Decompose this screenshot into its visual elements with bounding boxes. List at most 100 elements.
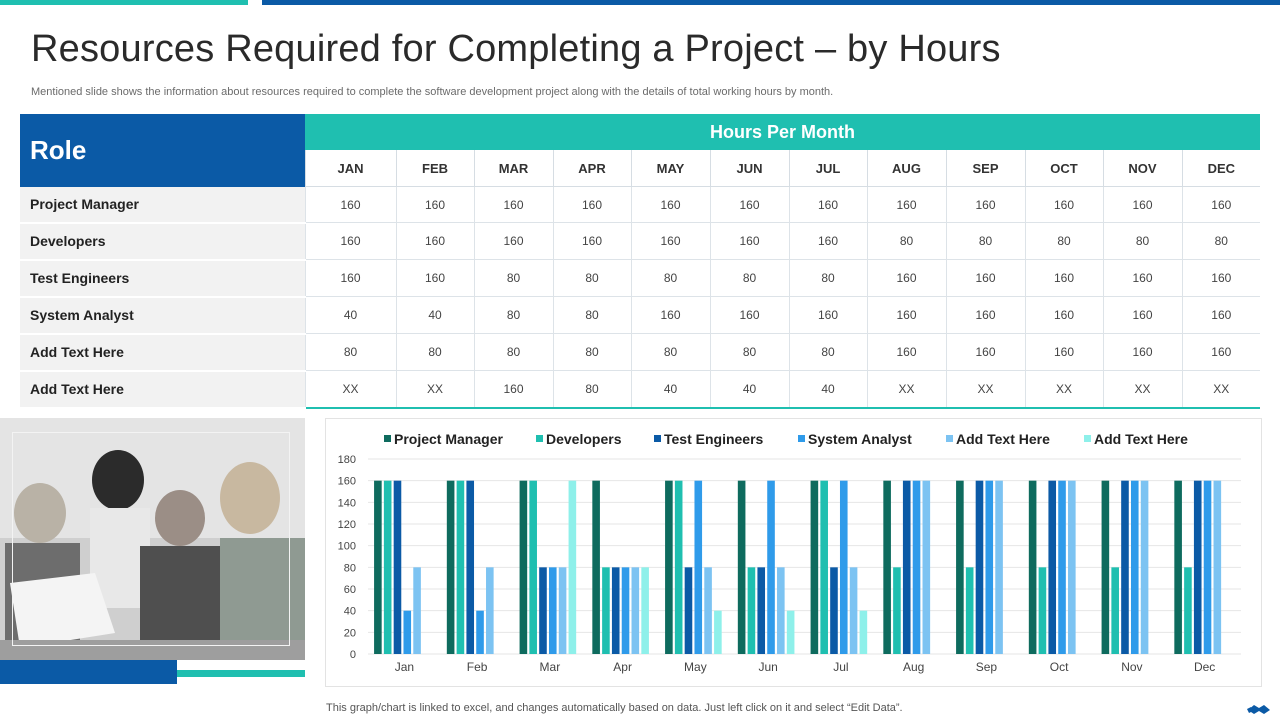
hours-cell: 80 (552, 296, 631, 334)
hours-cell: 40 (630, 370, 710, 409)
table-row: System Analyst 40 40 80 80 160 160 160 160 160 160… (20, 296, 1261, 335)
hours-cell: XX (1102, 370, 1182, 409)
month-header-sep: SEP (945, 150, 1025, 187)
legend-swatch (536, 435, 543, 442)
bottom-accent-teal (177, 670, 305, 677)
bar-mar-2 (539, 567, 547, 654)
hours-cell: 160 (395, 222, 474, 260)
hours-cell: XX (1181, 370, 1261, 409)
bottom-accent-blue (0, 660, 177, 684)
hours-cell: 160 (866, 186, 946, 223)
hours-cell: 160 (1102, 296, 1182, 334)
hours-cell: 160 (552, 186, 631, 223)
hours-cell: 160 (1102, 186, 1182, 223)
hours-cell: 80 (788, 333, 867, 371)
y-tick-label: 180 (338, 454, 356, 466)
bar-aug-2 (902, 480, 911, 654)
month-header-dec: DEC (1181, 150, 1261, 187)
month-header-oct: OCT (1024, 150, 1103, 187)
bar-jul-0 (810, 480, 819, 654)
hours-cell: 80 (552, 370, 631, 409)
hours-cell: 160 (1024, 296, 1103, 334)
hours-cell: 80 (709, 333, 789, 371)
hours-cell: XX (304, 370, 396, 409)
bar-jun-0 (737, 480, 746, 654)
team-photo (0, 418, 305, 660)
x-tick-label: May (684, 660, 707, 674)
hours-cell: 160 (552, 222, 631, 260)
bar-jul-4 (849, 567, 858, 654)
legend-label: Add Text Here (1094, 431, 1188, 447)
bar-feb-1 (456, 480, 465, 654)
hours-cell: 160 (1024, 333, 1103, 371)
legend-swatch (384, 435, 391, 442)
x-tick-label: Nov (1121, 660, 1142, 674)
top-accent-blue (262, 0, 1280, 5)
hours-cell: 160 (788, 186, 867, 223)
bar-oct-1 (1038, 567, 1047, 654)
legend-label: Project Manager (394, 431, 503, 447)
hours-cell: XX (1024, 370, 1103, 409)
month-header-apr: APR (552, 150, 631, 187)
month-header-mar: MAR (473, 150, 553, 187)
page-subtitle: Mentioned slide shows the information ab… (31, 86, 834, 98)
bar-mar-0 (519, 480, 528, 654)
hours-cell: 40 (709, 370, 789, 409)
hours-cell: 160 (1181, 186, 1261, 223)
bar-may-5 (714, 610, 722, 654)
bar-jun-4 (777, 567, 785, 654)
bar-may-0 (665, 480, 673, 654)
bar-dec-2 (1193, 480, 1202, 654)
hours-cell: 80 (866, 222, 946, 260)
hours-cell: 80 (945, 222, 1025, 260)
y-tick-label: 60 (344, 584, 356, 596)
role-cell: Developers (20, 222, 305, 261)
hours-cell: 160 (866, 259, 946, 297)
bar-mar-4 (558, 567, 567, 654)
bar-nov-1 (1111, 567, 1119, 654)
hours-cell: 160 (788, 296, 867, 334)
page-title: Resources Required for Completing a Proj… (31, 28, 1001, 70)
bar-jan-2 (393, 480, 402, 654)
x-tick-label: Oct (1050, 660, 1069, 674)
legend-swatch (798, 435, 805, 442)
bar-dec-0 (1174, 480, 1182, 654)
bar-apr-4 (631, 567, 640, 654)
chart-container[interactable]: 0 20 40 60 80 100 120 140 160 180 Jan Feb Mar Apr May J… (325, 418, 1262, 687)
bar-feb-2 (466, 480, 475, 654)
hours-cell: 160 (473, 222, 553, 260)
hours-cell: 160 (630, 222, 710, 260)
hours-cell: 160 (1102, 333, 1182, 371)
x-tick-label: Sep (976, 660, 998, 674)
hours-cell: 160 (304, 186, 396, 223)
bar-aug-4 (922, 480, 931, 654)
hours-cell: 80 (395, 333, 474, 371)
hours-cell: 160 (395, 186, 474, 223)
hours-cell: 40 (788, 370, 867, 409)
month-header-feb: FEB (395, 150, 474, 187)
team-photo-icon (0, 418, 305, 660)
hours-cell: 160 (1024, 186, 1103, 223)
bar-chart[interactable]: 0 20 40 60 80 100 120 140 160 180 Jan Feb Mar Apr May J… (326, 419, 1261, 686)
hours-cell: 160 (473, 186, 553, 223)
hours-per-month-header: Hours Per Month (305, 114, 1261, 150)
table-row: Developers 160 160 160 160 160 160 160 80 80 80 80 8… (20, 222, 1261, 261)
role-cell: Add Text Here (20, 370, 305, 409)
chart-footnote: This graph/chart is linked to excel, and… (326, 702, 903, 714)
hours-cell: 160 (945, 333, 1025, 371)
role-cell: Test Engineers (20, 259, 305, 298)
hours-cell: 40 (395, 296, 474, 334)
bar-mar-3 (548, 567, 557, 654)
role-cell: Add Text Here (20, 333, 305, 372)
hours-cell: 80 (630, 333, 710, 371)
bar-jun-1 (747, 567, 756, 654)
bar-jun-2 (757, 567, 766, 654)
bar-may-3 (694, 480, 703, 654)
y-tick-label: 160 (338, 476, 356, 488)
hours-cell: 80 (1024, 222, 1103, 260)
bar-apr-2 (611, 567, 620, 654)
y-tick-label: 140 (338, 497, 356, 509)
hours-cell: 160 (945, 186, 1025, 223)
hours-cell: 80 (788, 259, 867, 297)
bar-apr-1 (602, 567, 610, 654)
